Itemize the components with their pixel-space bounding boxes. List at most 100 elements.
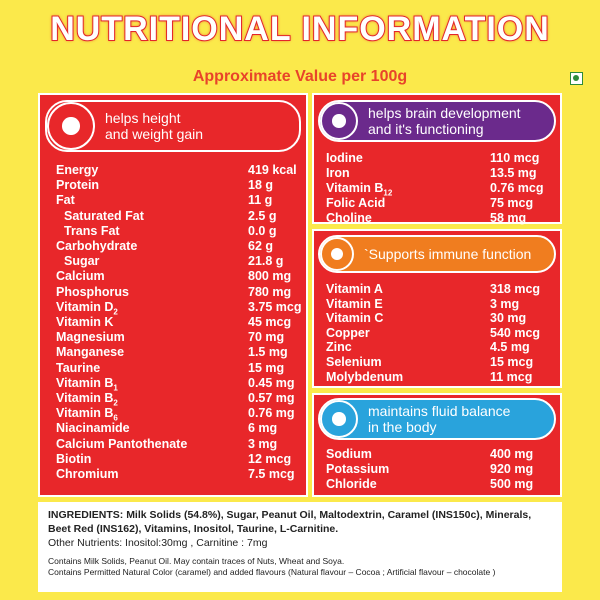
nutrient-name: Biotin — [56, 452, 91, 466]
heading-icon — [320, 102, 358, 140]
veg-mark — [570, 72, 583, 85]
nutrient-name: Chloride — [326, 477, 377, 491]
nutrient-name: Iodine — [326, 151, 363, 165]
name-text: Vitamin B — [326, 181, 384, 195]
nutrient-value: 110 mcg — [490, 151, 540, 165]
nutrient-value: 920 mg — [490, 462, 534, 476]
nutrient-value: 21.8 g — [248, 254, 284, 269]
nutrient-name: Phosphorus — [56, 285, 129, 299]
nutrient-name: Trans Fat — [64, 224, 120, 238]
nutrient-value: 4.5 mg — [490, 340, 530, 355]
nutrient-name: Vitamin K — [56, 315, 113, 329]
icon-glyph — [332, 412, 346, 426]
name-subscript: 1 — [113, 383, 118, 393]
name-text: Phosphorus — [56, 284, 129, 299]
icon-glyph — [332, 114, 346, 128]
heading-icon — [47, 102, 95, 150]
name-text: Chromium — [56, 467, 119, 481]
nutrient-name: Calcium — [56, 269, 105, 283]
nutrient-value: 1.5 mg — [248, 345, 288, 360]
contains: Contains Permitted Natural Color (carame… — [48, 567, 496, 577]
heading-line: helps height — [105, 110, 181, 126]
ingredients-label: INGREDIENTS: — [48, 509, 124, 521]
other-nutrients: Other Nutrients: Inositol:30mg , Carniti… — [48, 537, 268, 549]
heading-line: in the body — [368, 419, 437, 435]
nutrient-name: Saturated Fat — [64, 209, 144, 223]
nutrient-value: 13.5 mg — [490, 166, 537, 180]
nutrient-name: Vitamin C — [326, 311, 383, 325]
heading-line: and weight gain — [105, 126, 204, 142]
name-text: Saturated Fat — [64, 208, 144, 223]
nutrient-name: Taurine — [56, 361, 100, 375]
name-text: Vitamin K — [56, 315, 114, 329]
heading-icon — [320, 237, 354, 271]
nutrient-value: 0.76 mg — [248, 406, 295, 421]
heading-pill: helps height and weight gain — [45, 100, 301, 152]
nutrient-name: Selenium — [326, 355, 382, 369]
name-text: Protein — [56, 178, 100, 193]
name-text: Choline — [326, 211, 372, 225]
nutrient-name: Iron — [326, 166, 350, 180]
name-text: Taurine — [56, 360, 101, 375]
nutrient-value: 15 mg — [248, 360, 285, 375]
heading-icon — [320, 400, 358, 438]
heading-pill: helps brain development and it's function… — [318, 100, 556, 142]
nutrient-name: Chromium — [56, 467, 119, 481]
nutrient-name: Vitamin D2 — [56, 300, 118, 317]
name-subscript: 2 — [113, 398, 118, 408]
nutrient-value: 419 kcal — [248, 163, 297, 177]
heading-line: and it's functioning — [368, 121, 484, 137]
icon-glyph — [331, 248, 343, 260]
ingredients: INGREDIENTS: Milk Solids (54.8%), Sugar,… — [48, 508, 552, 536]
nutrient-name: Vitamin B12 — [326, 181, 392, 198]
nutrient-value: 6 mg — [248, 421, 278, 436]
nutrient-value: 0.76 mcg — [490, 181, 544, 195]
nutrient-name: Vitamin B2 — [56, 391, 118, 408]
nutrient-value: 3 mg — [248, 436, 278, 451]
icon-glyph — [62, 117, 80, 135]
nutrient-value: 15 mcg — [490, 355, 534, 369]
nutrient-name: Manganese — [56, 345, 124, 359]
name-text: Carbohydrate — [56, 239, 138, 253]
name-subscript: 2 — [113, 307, 118, 317]
name-text: Sodium — [326, 447, 372, 461]
nutrient-name: Sodium — [326, 447, 372, 461]
nutrient-value: 800 mg — [248, 269, 292, 284]
nutrient-value: 30 mg — [490, 311, 527, 326]
nutrient-value: 0.45 mg — [248, 375, 295, 390]
ingredients-text: Milk Solids (54.8%), Sugar, Peanut Oil, … — [48, 509, 532, 535]
name-text: Vitamin B — [56, 375, 114, 390]
name-text: Fat — [56, 193, 75, 208]
name-text: Niacinamide — [56, 421, 130, 436]
nutrient-value: 3.75 mcg — [248, 299, 302, 314]
name-text: Chloride — [326, 477, 377, 491]
nutrient-name: Sugar — [64, 254, 99, 268]
nutrient-value: 780 mg — [248, 284, 292, 299]
title: NUTRITIONAL INFORMATION — [49, 9, 550, 49]
name-text: Sugar — [64, 254, 100, 269]
footer: INGREDIENTS: Milk Solids (54.8%), Sugar,… — [38, 502, 562, 592]
nutrient-value: 400 mg — [490, 447, 534, 461]
nutrient-name: Vitamin E — [326, 297, 383, 311]
nutrient-name: Magnesium — [56, 330, 125, 344]
nutrient-value: 70 mg — [248, 330, 285, 345]
name-text: Vitamin E — [326, 296, 383, 311]
nutrient-name: Calcium Pantothenate — [56, 437, 187, 451]
nutrient-name: Folic Acid — [326, 196, 385, 210]
name-text: Iron — [326, 166, 350, 180]
name-subscript: 12 — [383, 188, 393, 198]
name-text: Copper — [326, 325, 370, 340]
nutrient-name: Choline — [326, 211, 372, 225]
nutrient-name: Vitamin A — [326, 282, 383, 296]
nutrient-value: 11 g — [248, 193, 273, 208]
nutrient-name: Carbohydrate — [56, 239, 137, 253]
name-text: Iodine — [326, 151, 363, 165]
nutrient-value: 540 mcg — [490, 325, 541, 340]
nutrient-value: 18 g — [248, 178, 274, 193]
nutrient-value: 7.5 mcg — [248, 467, 295, 481]
contains: Contains Milk Solids, Peanut Oil. May co… — [48, 556, 345, 566]
name-text: Vitamin C — [326, 311, 384, 326]
nutrient-value: 58 mg — [490, 211, 527, 225]
nutrient-value: 75 mcg — [490, 196, 534, 210]
